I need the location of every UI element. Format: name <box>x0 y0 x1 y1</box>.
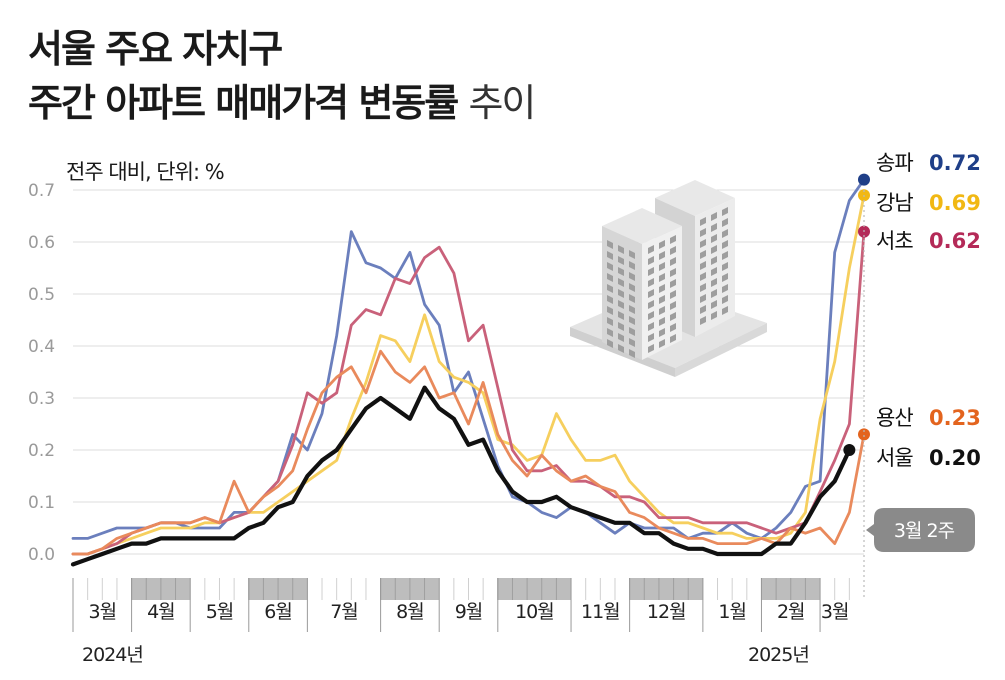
y-tick-label: 0.3 <box>28 389 55 409</box>
month-band-0: 3월 <box>72 578 133 632</box>
month-band-4: 7월 <box>306 578 382 632</box>
month-band-8: 11월 <box>570 578 631 632</box>
series-name-서울: 서울 <box>876 446 913 470</box>
title-suffix: 추이 <box>468 81 536 125</box>
series-line-서울 <box>70 385 852 567</box>
series-value-서울: 0.20 <box>929 446 981 470</box>
series-line-송파 <box>71 178 866 540</box>
month-band-9: 12월 <box>629 578 704 632</box>
year-label-2024: 2024년 <box>82 644 143 666</box>
year-label-2025: 2025년 <box>748 644 809 666</box>
title-main: 주간 아파트 매매가격 변동률 <box>28 81 459 125</box>
month-band-5: 8월 <box>380 578 440 632</box>
series-value-용산: 0.23 <box>929 406 981 430</box>
y-tick-label: 0.0 <box>28 545 55 565</box>
series-lines <box>70 178 866 567</box>
y-tick-label: 0.2 <box>28 441 55 461</box>
y-tick-label: 0.5 <box>28 285 55 305</box>
y-tick-label: 0.1 <box>28 493 55 513</box>
month-label: 3월 <box>821 601 849 623</box>
month-band-3: 6월 <box>248 578 308 632</box>
month-label: 11월 <box>581 601 620 623</box>
series-value-서초: 0.62 <box>929 229 981 253</box>
month-band-2: 5월 <box>189 578 250 632</box>
end-dot-용산 <box>858 428 870 441</box>
month-band-10: 1월 <box>702 578 762 632</box>
month-label: 3월 <box>89 601 117 623</box>
y-tick-label: 0.7 <box>28 181 55 201</box>
x-axis: 3월 4월 5월 6월 7월 8월 9월 10월 11월 12월 1월 2월 3월 2024년 2025년 <box>72 578 850 666</box>
series-line-강남 <box>71 193 866 556</box>
month-label: 1월 <box>718 601 746 623</box>
series-name-서초: 서초 <box>876 229 913 253</box>
series-name-송파: 송파 <box>876 151 913 175</box>
month-label: 4월 <box>147 601 175 623</box>
series-name-강남: 강남 <box>876 191 913 215</box>
month-band-7: 10월 <box>497 578 572 632</box>
series-value-송파: 0.72 <box>929 151 981 175</box>
y-tick-label: 0.6 <box>28 233 55 253</box>
unit-label: 전주 대비, 단위: % <box>66 160 225 184</box>
month-band-6: 9월 <box>438 578 499 632</box>
month-label: 6월 <box>264 601 292 623</box>
series-line-용산 <box>71 349 866 556</box>
month-label: 9월 <box>455 601 483 623</box>
callout-label: 3월 2주 <box>894 520 955 542</box>
month-band-11: 2월 <box>760 578 821 632</box>
end-dot-송파 <box>858 173 870 186</box>
series-end-labels: 송파 0.72 강남 0.69 서초 0.62 용산 0.23 서울 0.20 <box>843 151 981 470</box>
month-label: 2월 <box>777 601 805 623</box>
end-dot-서울 <box>843 444 856 456</box>
month-band-1: 4월 <box>131 578 191 632</box>
month-label: 12월 <box>647 601 686 623</box>
chart-title-line1: 서울 주요 자치구 <box>28 27 283 71</box>
building-illustration <box>570 180 767 377</box>
series-line-서초 <box>71 230 866 556</box>
y-axis-ticks: 0.0 0.1 0.2 0.3 0.4 0.5 0.6 0.7 <box>28 181 55 565</box>
month-band-12: 3월 <box>819 578 850 632</box>
y-tick-label: 0.4 <box>28 337 55 357</box>
month-label: 5월 <box>206 601 234 623</box>
chart-title-line2: 주간 아파트 매매가격 변동률 추이 <box>28 81 536 125</box>
month-label: 10월 <box>515 601 554 623</box>
series-value-강남: 0.69 <box>929 191 981 215</box>
series-name-용산: 용산 <box>876 406 913 430</box>
month-label: 8월 <box>396 601 424 623</box>
callout-3w2: 3월 2주 <box>863 190 975 600</box>
month-label: 7월 <box>330 601 358 623</box>
